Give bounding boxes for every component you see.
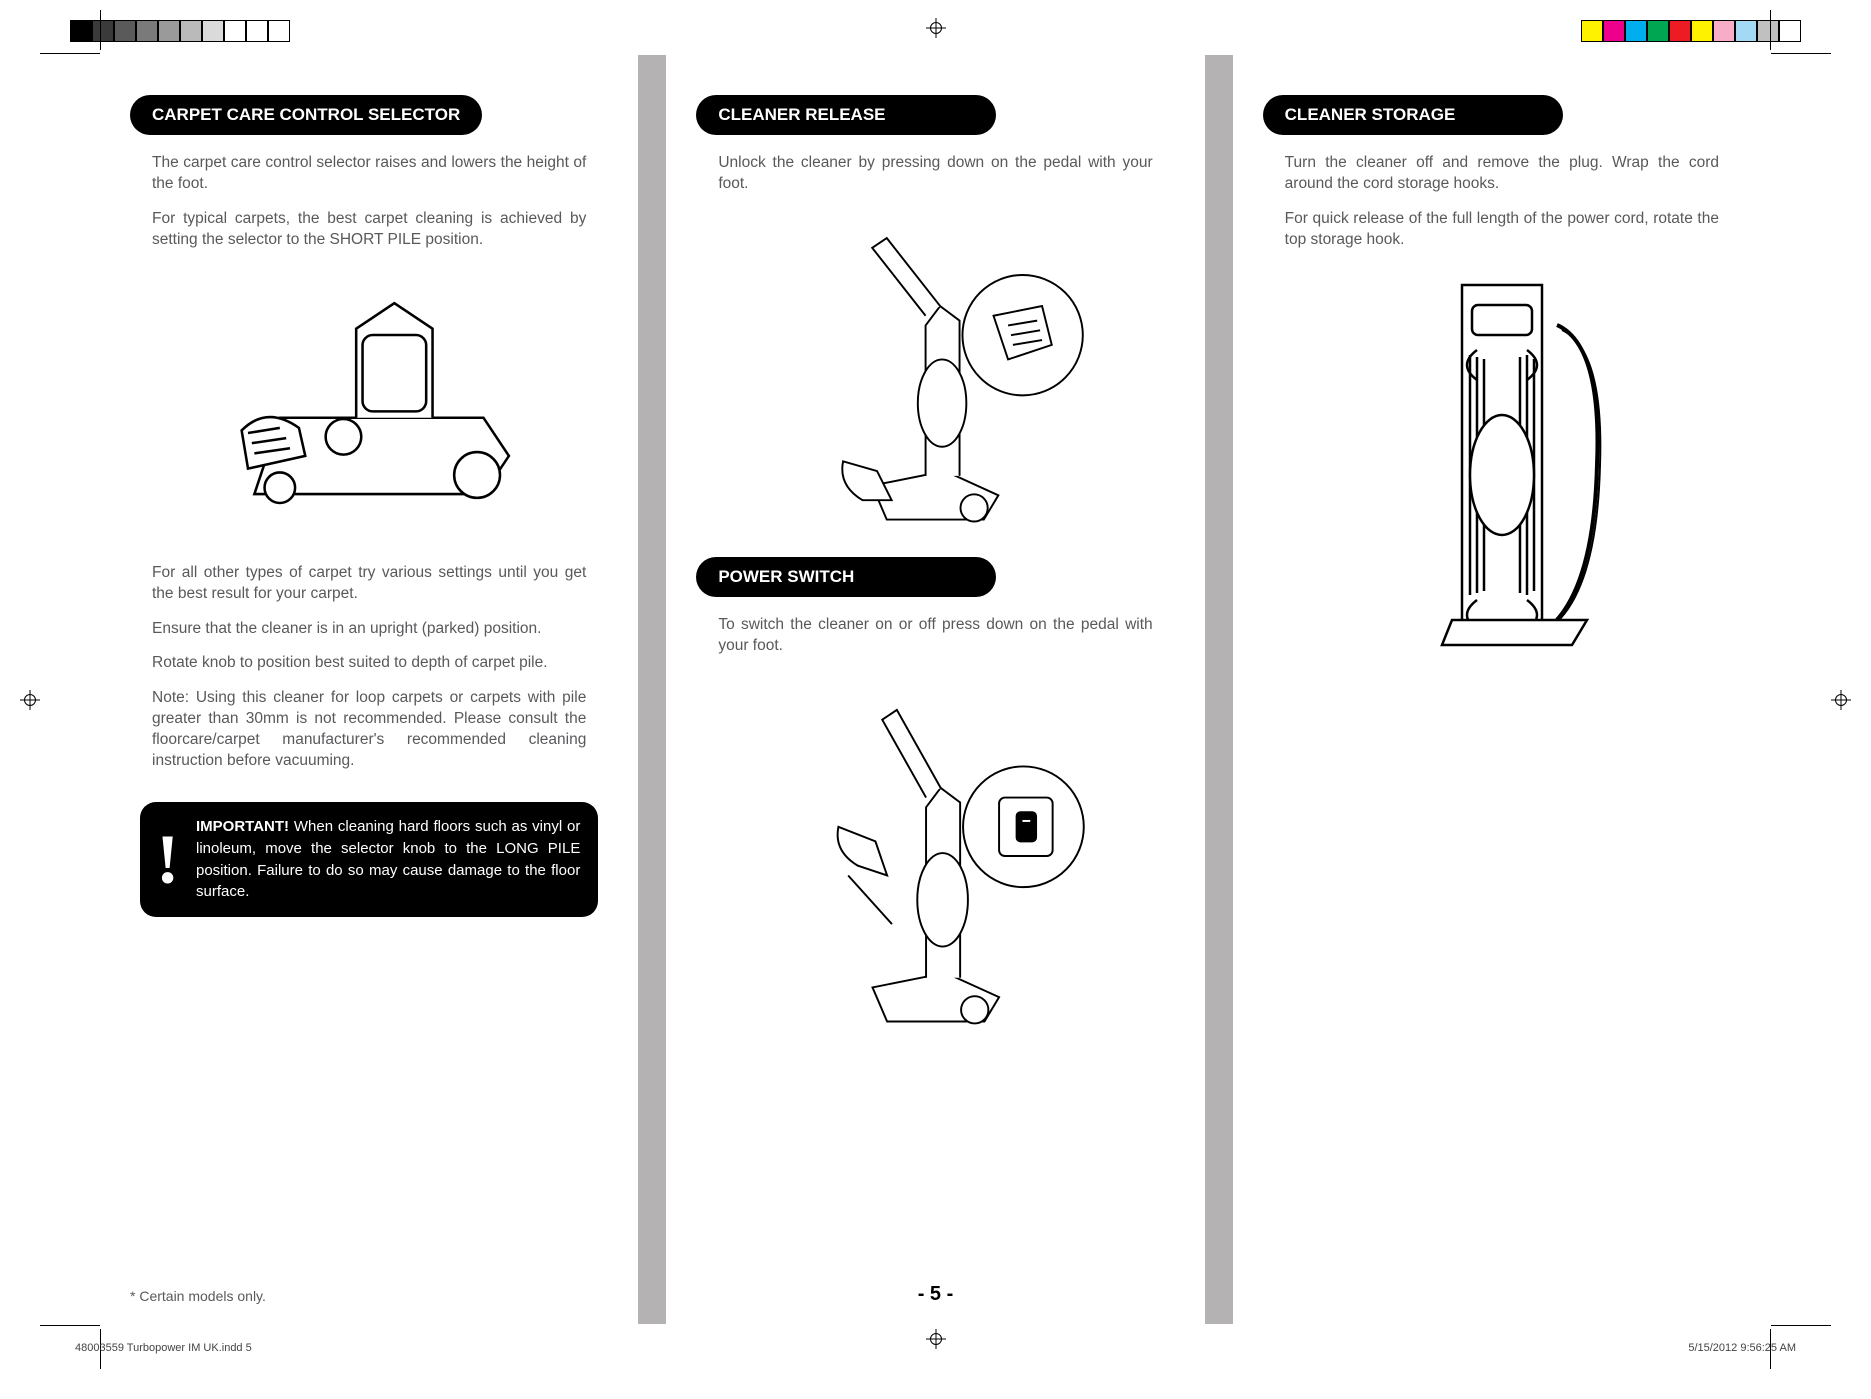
- header-power-switch: POWER SWITCH: [696, 557, 996, 597]
- slug-left: 48003559 Turbopower IM UK.indd 5: [75, 1342, 252, 1354]
- illustration-cleaner-release: [696, 209, 1174, 539]
- reg-mark-top: [926, 18, 946, 38]
- crop-mark: [1771, 53, 1831, 54]
- crop-mark: [40, 53, 100, 54]
- illustration-cleaner-storage: [1263, 265, 1741, 665]
- page-number: - 5 -: [918, 1283, 954, 1306]
- crop-mark: [1770, 10, 1771, 50]
- body-text: Note: Using this cleaner for loop carpet…: [130, 688, 608, 772]
- body-text: Turn the cleaner off and remove the plug…: [1263, 153, 1741, 195]
- body-text: Ensure that the cleaner is in an upright…: [130, 619, 608, 640]
- reg-mark-left: [20, 690, 40, 710]
- header-cleaner-storage: CLEANER STORAGE: [1263, 95, 1563, 135]
- header-carpet-care: CARPET CARE CONTROL SELECTOR: [130, 95, 482, 135]
- column-storage: CLEANER STORAGE Turn the cleaner off and…: [1233, 55, 1771, 1324]
- illustration-power-switch: [696, 671, 1174, 1041]
- reg-mark-right: [1831, 690, 1851, 710]
- crop-mark: [40, 1325, 100, 1326]
- exclamation-icon: !: [156, 809, 179, 911]
- crop-mark: [1771, 1325, 1831, 1326]
- body-text: For quick release of the full length of …: [1263, 209, 1741, 251]
- color-bar-left: [70, 20, 290, 42]
- column-gutter: [1205, 55, 1233, 1324]
- column-gutter: [638, 55, 666, 1324]
- body-text: Rotate knob to position best suited to d…: [130, 653, 608, 674]
- body-text: Unlock the cleaner by pressing down on t…: [696, 153, 1174, 195]
- crop-mark: [100, 10, 101, 50]
- body-text: To switch the cleaner on or off press do…: [696, 615, 1174, 657]
- page-content: CARPET CARE CONTROL SELECTOR The carpet …: [100, 55, 1771, 1324]
- important-callout: ! IMPORTANT! When cleaning hard floors s…: [140, 802, 598, 917]
- footnote: * Certain models only.: [130, 1288, 266, 1304]
- illustration-carpet-selector: [130, 265, 608, 545]
- body-text: For all other types of carpet try variou…: [130, 563, 608, 605]
- header-cleaner-release: CLEANER RELEASE: [696, 95, 996, 135]
- reg-mark-bottom: [926, 1329, 946, 1349]
- important-label: IMPORTANT!: [196, 818, 289, 835]
- column-release-power: CLEANER RELEASE Unlock the cleaner by pr…: [666, 55, 1204, 1324]
- color-bar-right: [1581, 20, 1801, 42]
- body-text: The carpet care control selector raises …: [130, 153, 608, 195]
- column-carpet-care: CARPET CARE CONTROL SELECTOR The carpet …: [100, 55, 638, 1324]
- slug-right: 5/15/2012 9:56:25 AM: [1688, 1342, 1796, 1354]
- body-text: For typical carpets, the best carpet cle…: [130, 209, 608, 251]
